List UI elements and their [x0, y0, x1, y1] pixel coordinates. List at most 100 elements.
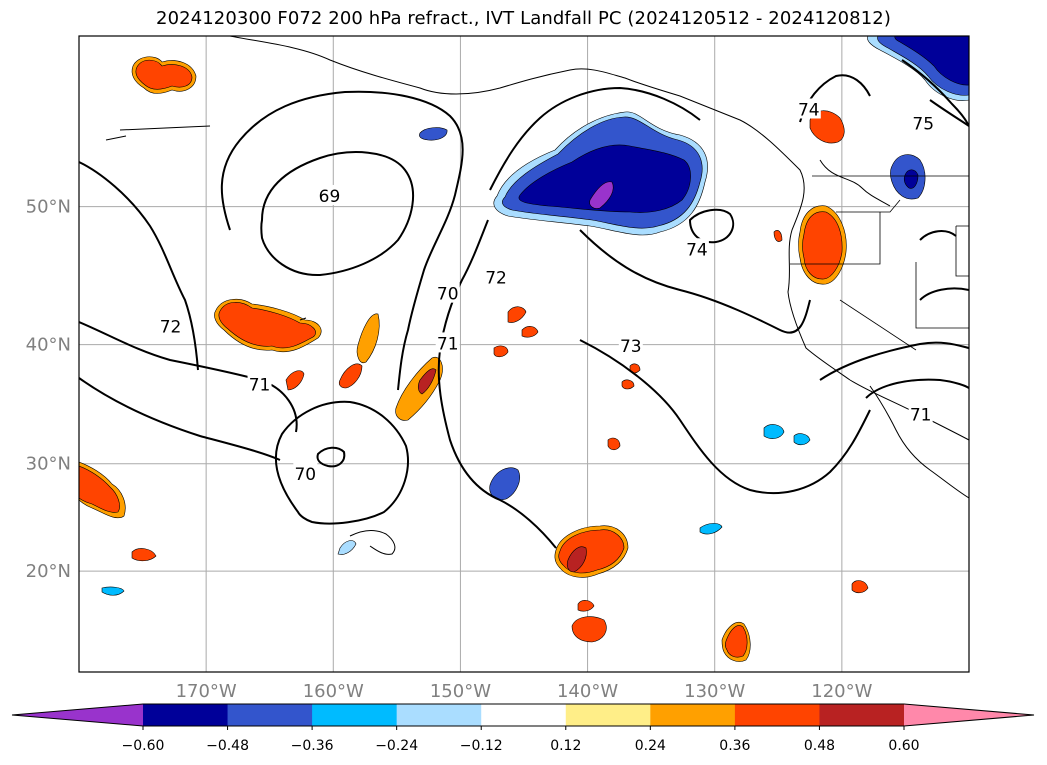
contour-label: 74 [798, 100, 820, 120]
contour-label: 71 [437, 334, 459, 354]
contour-label-bg [293, 462, 318, 483]
colorbar-box [227, 704, 313, 726]
positive-anomaly-region [285, 370, 305, 391]
colorbar-box [396, 704, 482, 726]
contour-label: 72 [160, 318, 182, 338]
contour-label-bg [435, 332, 460, 353]
contour-75 [901, 59, 969, 127]
map-title: 2024120300 F072 200 hPa refract., IVT La… [156, 8, 891, 29]
positive-anomaly-region [356, 313, 380, 364]
contour-label: 69 [319, 187, 341, 207]
positive-anomaly-region [571, 616, 607, 643]
positive-anomaly-region [218, 302, 316, 349]
map-frame [78, 35, 970, 673]
colorbar-tick-label: 0.24 [635, 738, 666, 754]
contour-71-b [79, 377, 281, 461]
lon-tick-label: 120°W [811, 681, 872, 702]
contour-lines [79, 59, 969, 549]
colorbar-tick-label: −0.36 [291, 738, 334, 754]
latitude-labels: 20°N 30°N 40°N 50°N [26, 197, 71, 583]
negative-anomaly-region [101, 586, 125, 596]
contour-71-d [919, 287, 969, 301]
positive-anomaly-region [417, 368, 437, 395]
negative-anomaly-region [589, 181, 614, 209]
contour-73-right [919, 230, 957, 241]
positive-anomaly-region [338, 363, 363, 389]
positive-anomaly-region [809, 110, 845, 144]
contour-72 [79, 161, 199, 371]
contour-label: 72 [485, 268, 507, 288]
positive-anomaly-region [607, 437, 621, 451]
positive-anomaly-region [521, 326, 539, 338]
contour-label-bg [247, 373, 272, 394]
colorbar-box [819, 704, 905, 726]
negative-anomaly-region [763, 424, 785, 439]
positive-anomaly-region [851, 580, 869, 594]
contour-label: 74 [686, 240, 708, 260]
colorbar-box [650, 704, 736, 726]
contour-label: 70 [437, 285, 459, 305]
colorbar-tick-label: 0.60 [888, 738, 919, 754]
positive-anomaly-region [493, 345, 509, 358]
contour-labels: 69 70 72 72 71 71 74 73 74 75 71 70 [158, 98, 936, 485]
colorbar-tick-label: −0.24 [375, 738, 418, 754]
colorbar-box [481, 704, 567, 726]
negative-anomaly-region [793, 433, 811, 446]
contour-70-c [865, 378, 969, 399]
contour-label: 73 [620, 337, 642, 357]
negative-anomaly-region [337, 540, 357, 555]
positive-anomaly-region [773, 230, 783, 242]
contour-label-bg [435, 282, 460, 303]
contour-label-bg [911, 112, 936, 133]
longitude-labels: 170°W 160°W 150°W 140°W 130°W 120°W [176, 681, 873, 702]
colorbar-tick-label: −0.12 [460, 738, 503, 754]
positive-anomaly-region [507, 306, 527, 323]
lon-tick-label: 170°W [176, 681, 237, 702]
positive-anomaly-region [131, 548, 157, 562]
colorbar-box [312, 704, 398, 726]
lon-tick-label: 150°W [430, 681, 491, 702]
contour-72-c [579, 339, 871, 495]
contour-70-south [274, 400, 409, 525]
contour-72-b [437, 219, 557, 549]
positive-anomaly-region [725, 625, 748, 658]
colorbar-box [734, 704, 820, 726]
contour-74 [688, 208, 735, 244]
contour-71-c [819, 341, 969, 381]
colorbar-tick-label: 0.48 [804, 738, 835, 754]
map-area [79, 36, 969, 672]
contour-label-bg [158, 315, 183, 336]
negative-anomaly-region [518, 144, 691, 213]
contour-label: 70 [294, 465, 316, 485]
contour-69 [260, 151, 414, 277]
contour-label-bg [618, 334, 643, 355]
colorbar-extend-high [904, 704, 1034, 726]
lon-tick-label: 140°W [557, 681, 618, 702]
colorbar-box [143, 704, 229, 726]
contour-71 [79, 321, 298, 433]
contour-label-bg [684, 238, 709, 259]
positive-anomaly-region [135, 59, 193, 90]
colorbar-tick-label: −0.48 [206, 738, 249, 754]
lat-tick-label: 50°N [26, 197, 71, 218]
colorbar: −0.60 −0.48 −0.36 −0.24 −0.12 0.12 0.24 0.36 0.4… [11, 703, 1035, 754]
colorbar-tick-label: −0.60 [122, 738, 165, 754]
contour-label-bg [484, 266, 509, 287]
contour-label: 71 [249, 375, 271, 395]
colorbar-extend-low [12, 704, 143, 726]
negative-anomaly-region [419, 127, 448, 141]
colorbar-tick-label: 0.12 [550, 738, 581, 754]
contour-73-a [489, 86, 701, 191]
contour-69-b [316, 446, 346, 468]
contour-label-bg [317, 184, 342, 205]
colorbar-box [565, 704, 651, 726]
contour-label-bg [796, 98, 821, 119]
contour-73 [579, 229, 811, 334]
positive-anomaly-region [621, 379, 635, 390]
lon-tick-label: 130°W [684, 681, 745, 702]
negative-anomaly-region [903, 169, 919, 189]
shaded-anomaly-layer [79, 36, 969, 662]
contour-label: 71 [910, 405, 932, 425]
contour-label-bg [908, 403, 933, 424]
